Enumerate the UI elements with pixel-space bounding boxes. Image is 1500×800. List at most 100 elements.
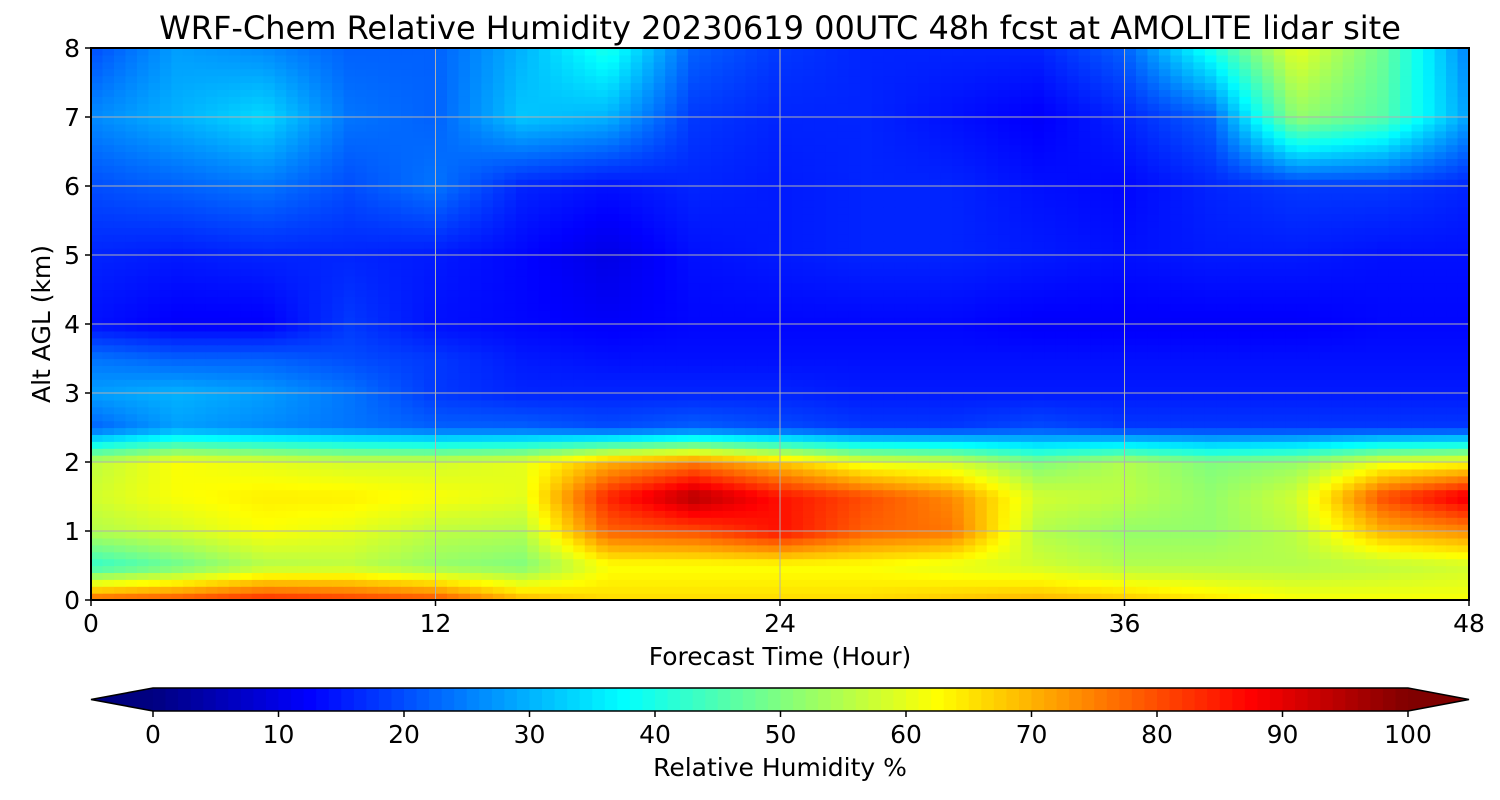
heatmap-cell — [1181, 324, 1194, 332]
heatmap-cell — [940, 544, 953, 553]
heatmap-cell — [469, 393, 483, 401]
heatmap-cell — [791, 427, 804, 435]
heatmap-cell — [630, 455, 643, 463]
heatmap-cell — [1377, 537, 1390, 546]
heatmap-cell — [757, 455, 770, 463]
heatmap-cell — [1296, 393, 1309, 401]
heatmap-cell — [607, 386, 620, 394]
heatmap-cell — [504, 558, 517, 567]
heatmap-cell — [963, 510, 976, 518]
heatmap-cell — [1170, 420, 1183, 429]
heatmap-cell — [504, 379, 517, 387]
heatmap-cell — [676, 544, 689, 553]
heatmap-cell — [596, 537, 609, 546]
heatmap-cell — [1446, 379, 1459, 387]
heatmap-cell — [1273, 399, 1286, 408]
heatmap-cell — [1216, 579, 1229, 587]
heatmap-cell — [1067, 344, 1080, 353]
heatmap-cell — [102, 489, 115, 498]
heatmap-cell — [504, 413, 517, 422]
heatmap-cell — [550, 572, 563, 580]
heatmap-cell — [481, 462, 494, 470]
heatmap-cell — [550, 330, 563, 339]
heatmap-cell — [1411, 399, 1424, 408]
heatmap-cell — [309, 517, 322, 525]
heatmap-cell — [481, 593, 494, 600]
heatmap-cell — [171, 317, 184, 325]
heatmap-cell — [550, 427, 563, 435]
heatmap-cell — [148, 358, 161, 366]
heatmap-cell — [665, 344, 678, 353]
heatmap-cell — [251, 448, 264, 456]
heatmap-cell — [1273, 434, 1286, 442]
heatmap-cell — [125, 455, 138, 463]
heatmap-cell — [297, 406, 310, 415]
heatmap-cell — [734, 524, 747, 532]
heatmap-cell — [584, 324, 597, 332]
heatmap-cell — [825, 579, 839, 587]
heatmap-cell — [366, 517, 379, 525]
heatmap-cell — [412, 531, 425, 539]
heatmap-cell — [653, 413, 666, 422]
heatmap-cell — [699, 468, 712, 477]
heatmap-cell — [676, 434, 689, 442]
heatmap-cell — [435, 475, 448, 484]
heatmap-cell — [1457, 544, 1469, 553]
heatmap-cell — [688, 475, 701, 484]
heatmap-cell — [906, 586, 919, 594]
heatmap-cell — [159, 531, 172, 539]
heatmap-cell — [745, 537, 758, 546]
heatmap-cell — [102, 462, 115, 470]
heatmap-cell — [1055, 482, 1068, 491]
heatmap-cell — [102, 468, 115, 477]
heatmap-cell — [1204, 524, 1217, 532]
heatmap-cell — [492, 337, 505, 346]
heatmap-cell — [389, 462, 402, 470]
heatmap-cell — [446, 496, 460, 504]
heatmap-cell — [1354, 544, 1367, 553]
heatmap-cell — [148, 565, 161, 573]
heatmap-cell — [389, 372, 402, 380]
heatmap-cell — [825, 379, 839, 387]
heatmap-cell — [458, 324, 471, 332]
heatmap-cell — [1193, 337, 1206, 346]
heatmap-cell — [1067, 462, 1080, 470]
heatmap-cell — [906, 427, 919, 435]
heatmap-cell — [320, 482, 333, 491]
heatmap-cell — [940, 324, 953, 332]
heatmap-cell — [780, 448, 793, 456]
heatmap-cell — [745, 565, 758, 573]
heatmap-cell — [343, 586, 356, 594]
heatmap-cell — [274, 496, 287, 504]
heatmap-cell — [538, 503, 551, 511]
heatmap-cell — [205, 531, 218, 539]
heatmap-cell — [320, 399, 333, 408]
heatmap-cell — [1216, 324, 1229, 332]
heatmap-cell — [309, 337, 322, 346]
heatmap-cell — [963, 324, 976, 332]
heatmap-cell — [561, 324, 574, 332]
heatmap-cell — [1170, 537, 1183, 546]
heatmap-cell — [182, 330, 195, 339]
heatmap-cell — [481, 565, 494, 573]
heatmap-cell — [1158, 503, 1172, 511]
heatmap-cell — [1434, 344, 1447, 353]
heatmap-cell — [1101, 330, 1114, 339]
heatmap-cell — [492, 524, 505, 532]
heatmap-cell — [963, 468, 976, 477]
heatmap-cell — [136, 358, 150, 366]
heatmap-cell — [1101, 455, 1114, 463]
heatmap-cell — [1216, 551, 1229, 560]
heatmap-cell — [228, 482, 241, 491]
heatmap-cell — [1193, 434, 1206, 442]
heatmap-cell — [136, 324, 150, 332]
heatmap-cell — [378, 537, 391, 546]
heatmap-cell — [366, 586, 379, 594]
heatmap-cell — [1158, 427, 1172, 435]
heatmap-cell — [1411, 572, 1424, 580]
heatmap-cell — [1434, 558, 1447, 567]
heatmap-cell — [929, 351, 942, 360]
heatmap-cell — [550, 448, 563, 456]
heatmap-cell — [1250, 468, 1263, 477]
heatmap-cell — [412, 330, 425, 339]
